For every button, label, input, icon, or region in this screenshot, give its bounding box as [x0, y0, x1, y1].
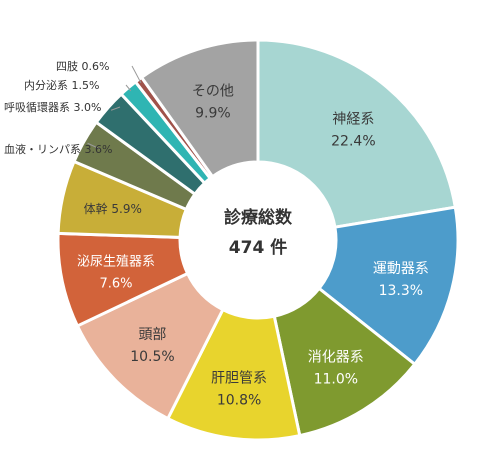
labels-group: 神経系 22.4% 運動器系 13.3% 消化器系 11.0% 肝胆管系 10.8% 頭部 10.…	[4, 59, 429, 408]
slice-name-3: 肝胆管系	[211, 370, 267, 386]
leader-line-8	[110, 106, 121, 111]
slice-label-9: 内分泌系 1.5%	[24, 78, 99, 92]
center-title: 診療総数	[224, 207, 293, 228]
slice-11	[139, 38, 260, 179]
leader-line-7	[87, 142, 101, 150]
leader-line-10	[131, 65, 142, 84]
slice-value-11: 9.9%	[195, 106, 231, 122]
slice-value-3: 10.8%	[217, 392, 261, 408]
slice-label-6: 体幹 5.9%	[84, 201, 142, 216]
slice-label-10: 四肢 0.6%	[56, 59, 109, 73]
slice-name-0: 神経系	[332, 111, 374, 127]
slice-label-7: 血液・リンパ系 3.6%	[4, 142, 112, 156]
slice-0	[256, 38, 458, 229]
slice-value-5: 7.6%	[99, 277, 132, 292]
slice-name-5: 泌尿生殖器系	[77, 254, 155, 270]
slice-name-2: 消化器系	[308, 349, 364, 365]
slice-name-11: その他	[192, 84, 234, 100]
slice-value-1: 13.3%	[379, 283, 423, 299]
slice-value-4: 10.5%	[130, 349, 174, 365]
slice-1	[317, 205, 460, 367]
slice-name-1: 運動器系	[373, 261, 429, 277]
leader-lines-group	[87, 65, 142, 150]
slice-value-0: 22.4%	[331, 133, 375, 149]
center-total: 474 件	[229, 237, 287, 258]
leader-line-9	[125, 84, 132, 92]
slice-name-4: 頭部	[138, 327, 166, 343]
slices-group	[56, 38, 460, 442]
slice-value-2: 11.0%	[314, 371, 358, 387]
slice-label-8: 呼吸循環器系 3.0%	[4, 101, 101, 114]
